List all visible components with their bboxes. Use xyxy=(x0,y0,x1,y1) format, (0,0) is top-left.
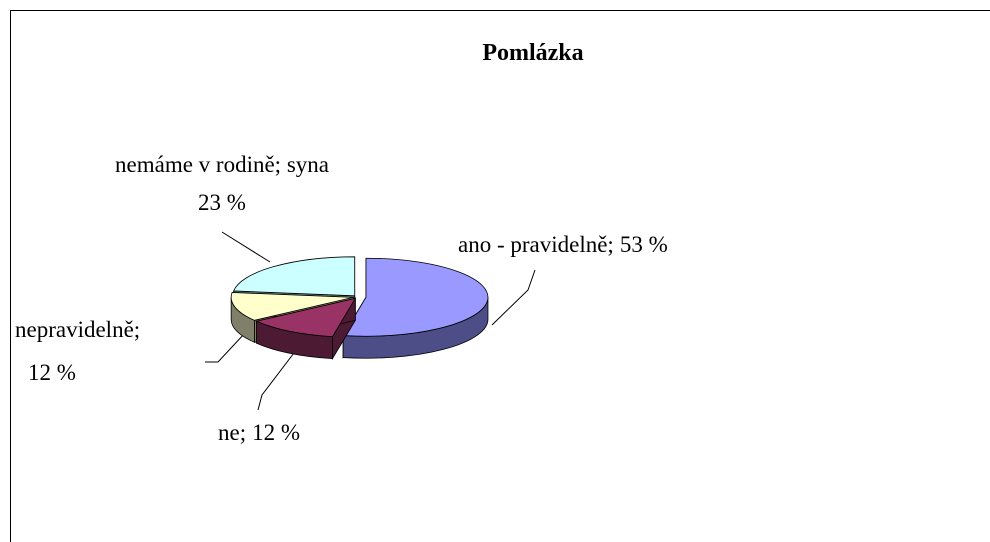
data-label-value: 12 % xyxy=(28,360,76,385)
data-label-name: nemáme v rodině; syna xyxy=(115,152,329,177)
leader-line xyxy=(221,231,271,263)
leader-line xyxy=(491,269,536,326)
data-label-value: 23 % xyxy=(198,190,246,215)
leader-line xyxy=(205,332,246,363)
data-label-value: 12 % xyxy=(252,420,300,445)
slice xyxy=(255,296,357,361)
data-label-name: ano - pravidelně; xyxy=(458,232,614,257)
slice-top xyxy=(233,256,356,297)
slice-top xyxy=(230,292,354,321)
slice-top xyxy=(342,257,489,337)
data-label: ano - pravidelně; 53 % xyxy=(458,232,668,257)
leader-line xyxy=(257,344,301,411)
slice xyxy=(342,257,489,360)
data-label: ne; 12 % xyxy=(218,420,300,445)
slice-top xyxy=(255,297,357,338)
data-label-name: ne; xyxy=(218,420,246,445)
data-label-name: nepravidelně; xyxy=(15,317,140,342)
data-label-value: 53 % xyxy=(620,232,668,257)
chart-frame xyxy=(10,10,990,542)
chart-title: Pomlázka xyxy=(482,40,583,66)
